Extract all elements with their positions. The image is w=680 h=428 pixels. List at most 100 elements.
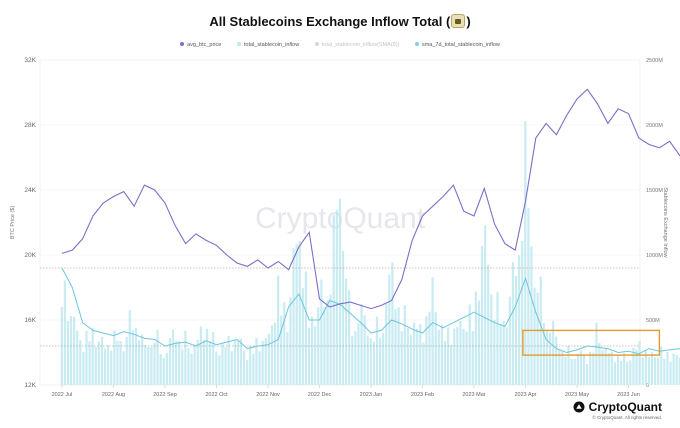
inflow-bar	[141, 334, 144, 385]
x-tick-label: 2022 Dec	[308, 392, 332, 398]
inflow-bar	[131, 329, 134, 385]
inflow-bar	[295, 244, 298, 385]
inflow-bar	[474, 291, 477, 385]
inflow-bar	[487, 264, 490, 385]
inflow-bar	[450, 344, 453, 385]
inflow-bar	[375, 316, 379, 385]
inflow-bar	[440, 324, 443, 385]
inflow-bar	[425, 316, 428, 385]
sma-7d-inflow-line	[61, 267, 680, 355]
inflow-bar	[153, 342, 156, 385]
inflow-bar	[119, 341, 122, 385]
inflow-bar	[409, 334, 413, 385]
lock-icon	[451, 14, 466, 28]
legend-item-total-inflow-sma9[interactable]: total_stablecoin_inflow(SMA(9))	[314, 42, 400, 48]
legend-item-sma-7d-inflow[interactable]: sma_7d_total_stablecoin_inflow	[414, 42, 500, 48]
inflow-bar	[629, 360, 632, 385]
inflow-bar	[542, 323, 545, 385]
inflow-bar	[471, 331, 474, 385]
inflow-bar	[218, 355, 221, 385]
inflow-bar	[416, 329, 419, 385]
inflow-bar	[561, 351, 564, 385]
inflow-bar	[641, 357, 644, 385]
inflow-bar	[178, 340, 181, 385]
inflow-bar	[653, 357, 657, 385]
inflow-bar	[527, 208, 530, 385]
inflow-bar	[382, 333, 385, 385]
inflow-bar	[434, 312, 437, 385]
inflow-bar	[514, 275, 518, 385]
legend-label: avg_btc_price	[187, 42, 222, 48]
inflow-bar	[310, 316, 314, 385]
inflow-bar	[280, 315, 283, 385]
inflow-bar	[536, 292, 539, 385]
x-tick-label: 2023 Jun	[617, 392, 640, 398]
inflow-bar	[289, 297, 292, 385]
inflow-bar	[669, 361, 672, 385]
inflow-bar	[394, 309, 397, 385]
inflow-bar	[366, 335, 369, 385]
y-left-tick-label: 32K	[24, 57, 36, 64]
y-left-axis-label: BTC Price ($)	[10, 206, 16, 239]
y-right-axis-label: Stablecoins Exchange Inflow	[662, 187, 668, 257]
inflow-bar	[443, 341, 447, 385]
inflow-bar	[100, 336, 104, 385]
inflow-bar	[304, 271, 308, 385]
legend-label: sma_7d_total_stablecoin_inflow	[421, 42, 500, 48]
legend-dot	[314, 42, 319, 46]
y-left-tick-label: 12K	[24, 382, 36, 389]
inflow-bar	[465, 331, 468, 385]
inflow-bar	[221, 343, 224, 385]
inflow-bar	[397, 307, 400, 385]
inflow-bar	[187, 347, 190, 385]
inflow-bar	[351, 336, 354, 385]
inflow-bar	[317, 307, 320, 385]
inflow-bar	[601, 350, 604, 385]
legend-item-avg-btc-price[interactable]: avg_btc_price	[180, 42, 221, 48]
inflow-bar	[66, 320, 70, 385]
inflow-bar	[480, 246, 484, 385]
inflow-bar	[175, 340, 178, 385]
highlight-box	[522, 329, 661, 356]
inflow-bar	[270, 325, 274, 385]
inflow-bar	[570, 358, 573, 385]
inflow-bar	[335, 209, 338, 385]
btc-price-line	[61, 88, 680, 310]
inflow-bar	[592, 352, 595, 385]
inflow-bar	[150, 347, 153, 385]
inflow-bar	[249, 345, 252, 385]
inflow-bar	[184, 330, 187, 385]
inflow-bar	[144, 345, 147, 385]
x-tick-label: 2023 May	[565, 392, 589, 398]
inflow-bar	[264, 338, 267, 385]
legend-item-total-inflow[interactable]: total_stablecoin_inflow	[236, 42, 299, 48]
inflow-bar	[332, 215, 335, 385]
legend-label: total_stablecoin_inflow(SMA(9))	[321, 42, 400, 48]
inflow-bar	[320, 279, 323, 385]
inflow-bar	[391, 262, 394, 385]
inflow-bar	[558, 348, 561, 385]
inflow-bar	[589, 351, 592, 385]
inflow-bar	[604, 348, 607, 385]
inflow-bar	[453, 328, 456, 385]
inflow-bar	[437, 329, 440, 385]
inflow-bar	[162, 358, 165, 385]
inflow-bar	[412, 322, 416, 385]
chart-title: All Stablecoins Exchange Inflow Total ()	[0, 14, 680, 29]
inflow-bar	[273, 322, 277, 385]
inflow-bar	[484, 225, 487, 385]
inflow-bar	[298, 240, 301, 385]
inflow-bar	[97, 341, 100, 385]
inflow-bar	[666, 351, 669, 385]
inflow-bar	[261, 340, 264, 385]
y-right-tick-label: 1500M	[646, 188, 663, 194]
inflow-bar	[292, 248, 295, 385]
inflow-bar	[567, 345, 570, 385]
inflow-bar	[403, 305, 406, 385]
inflow-bar	[635, 349, 638, 385]
inflow-bar	[128, 309, 131, 385]
inflow-bar	[215, 351, 218, 385]
inflow-bar	[122, 351, 125, 385]
x-tick-label: 2022 Jul	[52, 392, 73, 398]
